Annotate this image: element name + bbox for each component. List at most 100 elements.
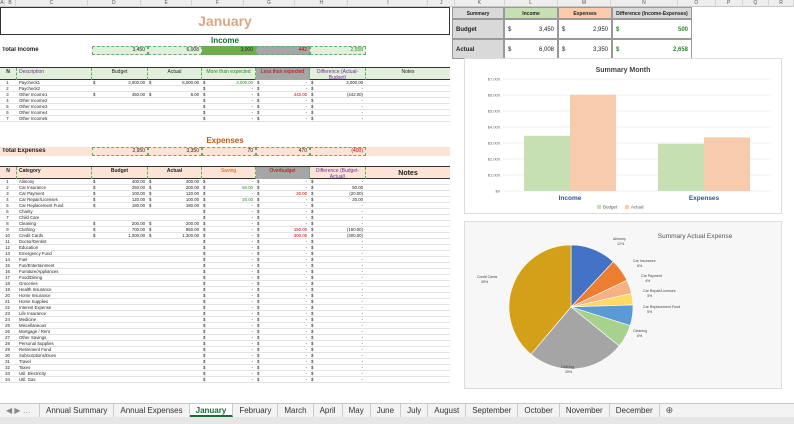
- cell-over[interactable]: -: [305, 317, 307, 322]
- cell-n[interactable]: 33: [5, 371, 10, 376]
- cell-over[interactable]: -: [305, 305, 307, 310]
- bar-actual-expenses[interactable]: [704, 137, 750, 191]
- cell-n[interactable]: 3: [6, 191, 9, 196]
- cell-diff[interactable]: -: [361, 275, 363, 280]
- cell-budget[interactable]: 200.00: [131, 221, 145, 226]
- cell-cat[interactable]: Doctor/Dentist: [19, 239, 47, 244]
- cell-over[interactable]: -: [305, 221, 307, 226]
- column-header-C[interactable]: C: [16, 0, 88, 7]
- cell-saving[interactable]: -: [251, 263, 253, 268]
- summary-cell[interactable]: $500: [612, 19, 692, 39]
- cell-more[interactable]: -: [251, 104, 253, 109]
- cell-more[interactable]: -: [251, 98, 253, 103]
- cell-saving[interactable]: -: [251, 191, 253, 196]
- cell-n[interactable]: 26: [5, 329, 10, 334]
- column-header-P[interactable]: P: [716, 0, 743, 7]
- tab-february[interactable]: February: [233, 404, 279, 417]
- cell-n[interactable]: 28: [5, 341, 10, 346]
- cell-cat[interactable]: Other Savings: [19, 335, 47, 340]
- cell-less[interactable]: -: [305, 110, 307, 115]
- cell-over[interactable]: -: [305, 263, 307, 268]
- cell-more[interactable]: -: [251, 110, 253, 115]
- cell-over[interactable]: -: [305, 251, 307, 256]
- cell-diff[interactable]: -: [361, 323, 363, 328]
- income-total-budget[interactable]: 3,450: [92, 46, 148, 55]
- worksheet[interactable]: January Income Total Income 3,450 6,008 …: [0, 7, 794, 403]
- cell-diff[interactable]: (300.00): [346, 233, 363, 238]
- tab-january[interactable]: January: [189, 404, 234, 417]
- cell-diff[interactable]: -: [361, 311, 363, 316]
- expenses-total-actual[interactable]: 3,350: [148, 147, 202, 156]
- cell-budget[interactable]: 450.00: [131, 92, 145, 97]
- column-header-F[interactable]: F: [192, 0, 244, 7]
- cell-diff[interactable]: -: [361, 104, 363, 109]
- cell-over[interactable]: -: [305, 257, 307, 262]
- cell-cat[interactable]: Taxes: [19, 365, 31, 370]
- cell-over[interactable]: -: [305, 311, 307, 316]
- cell-cat[interactable]: Car Replacement Fund: [19, 203, 64, 208]
- column-header-Q[interactable]: Q: [743, 0, 770, 7]
- cell-diff[interactable]: -: [361, 365, 363, 370]
- cell-saving[interactable]: -: [251, 233, 253, 238]
- cell-diff[interactable]: -: [361, 329, 363, 334]
- cell-over[interactable]: -: [305, 359, 307, 364]
- cell-cat[interactable]: Interest Expense: [19, 305, 52, 310]
- cell-over[interactable]: -: [305, 239, 307, 244]
- cell-diff[interactable]: (20.00): [349, 191, 363, 196]
- cell-less[interactable]: -: [305, 80, 307, 85]
- cell-cat[interactable]: Cleaning: [19, 221, 36, 226]
- cell-n[interactable]: 6: [6, 110, 9, 115]
- cell-diff[interactable]: -: [361, 203, 363, 208]
- cell-diff[interactable]: -: [361, 293, 363, 298]
- cell-cat[interactable]: Home Insurance: [19, 293, 51, 298]
- tab-july[interactable]: July: [401, 404, 429, 417]
- cell-cat[interactable]: Health Insurance: [19, 287, 52, 292]
- cell-diff[interactable]: -: [361, 245, 363, 250]
- cell-saving[interactable]: -: [251, 221, 253, 226]
- cell-cat[interactable]: Mortgage / Rent: [19, 329, 50, 334]
- column-header-B[interactable]: B: [5, 0, 17, 7]
- cell-cat[interactable]: Util. Electricity: [19, 371, 46, 376]
- cell-actual[interactable]: 8.00: [190, 92, 199, 97]
- cell-budget[interactable]: [92, 116, 145, 122]
- cell-budget[interactable]: 180.00: [131, 203, 145, 208]
- cell-n[interactable]: 5: [6, 104, 9, 109]
- cell-over[interactable]: -: [305, 185, 307, 190]
- column-header-G[interactable]: G: [244, 0, 296, 7]
- cell-cat[interactable]: Furniture/Appliances: [19, 269, 59, 274]
- cell-diff[interactable]: -: [361, 269, 363, 274]
- cell-n[interactable]: 2: [6, 185, 9, 190]
- cell-diff[interactable]: -: [361, 215, 363, 220]
- cell-more[interactable]: -: [251, 86, 253, 91]
- cell-cat[interactable]: Food/Dining: [19, 275, 43, 280]
- cell-diff[interactable]: 20.00: [352, 197, 363, 202]
- cell-saving[interactable]: -: [251, 305, 253, 310]
- cell-n[interactable]: 34: [5, 377, 10, 382]
- cell-over[interactable]: -: [305, 323, 307, 328]
- cell-n[interactable]: 22: [5, 305, 10, 310]
- cell-saving[interactable]: -: [251, 275, 253, 280]
- cell-more[interactable]: 3,000.00: [236, 80, 253, 85]
- cell-cat[interactable]: Clothing: [19, 227, 35, 232]
- cell-n[interactable]: 11: [5, 239, 10, 244]
- cell-n[interactable]: 13: [5, 251, 10, 256]
- cell-cat[interactable]: Subscriptions/Dues: [19, 353, 57, 358]
- cell-n[interactable]: 29: [5, 347, 10, 352]
- cell-diff[interactable]: -: [361, 209, 363, 214]
- column-header-E[interactable]: E: [141, 0, 193, 7]
- cell-cat[interactable]: Personal Supplies: [19, 341, 54, 346]
- cell-actual[interactable]: 120.00: [185, 191, 199, 196]
- cell-over[interactable]: -: [305, 245, 307, 250]
- cell-diff[interactable]: -: [361, 299, 363, 304]
- cell-actual[interactable]: 850.00: [185, 227, 199, 232]
- income-total-more[interactable]: 3,000: [202, 46, 256, 55]
- summary-cell[interactable]: Actual: [452, 39, 504, 59]
- cell-saving[interactable]: -: [251, 251, 253, 256]
- expenses-total-over[interactable]: 470: [256, 147, 310, 156]
- cell-n[interactable]: 18: [5, 281, 10, 286]
- cell-n[interactable]: 23: [5, 311, 10, 316]
- expenses-total-budget[interactable]: 2,950: [92, 147, 148, 156]
- cell-diff[interactable]: (150.00): [346, 227, 363, 232]
- cell-diff[interactable]: -: [361, 317, 363, 322]
- cell-saving[interactable]: -: [251, 359, 253, 364]
